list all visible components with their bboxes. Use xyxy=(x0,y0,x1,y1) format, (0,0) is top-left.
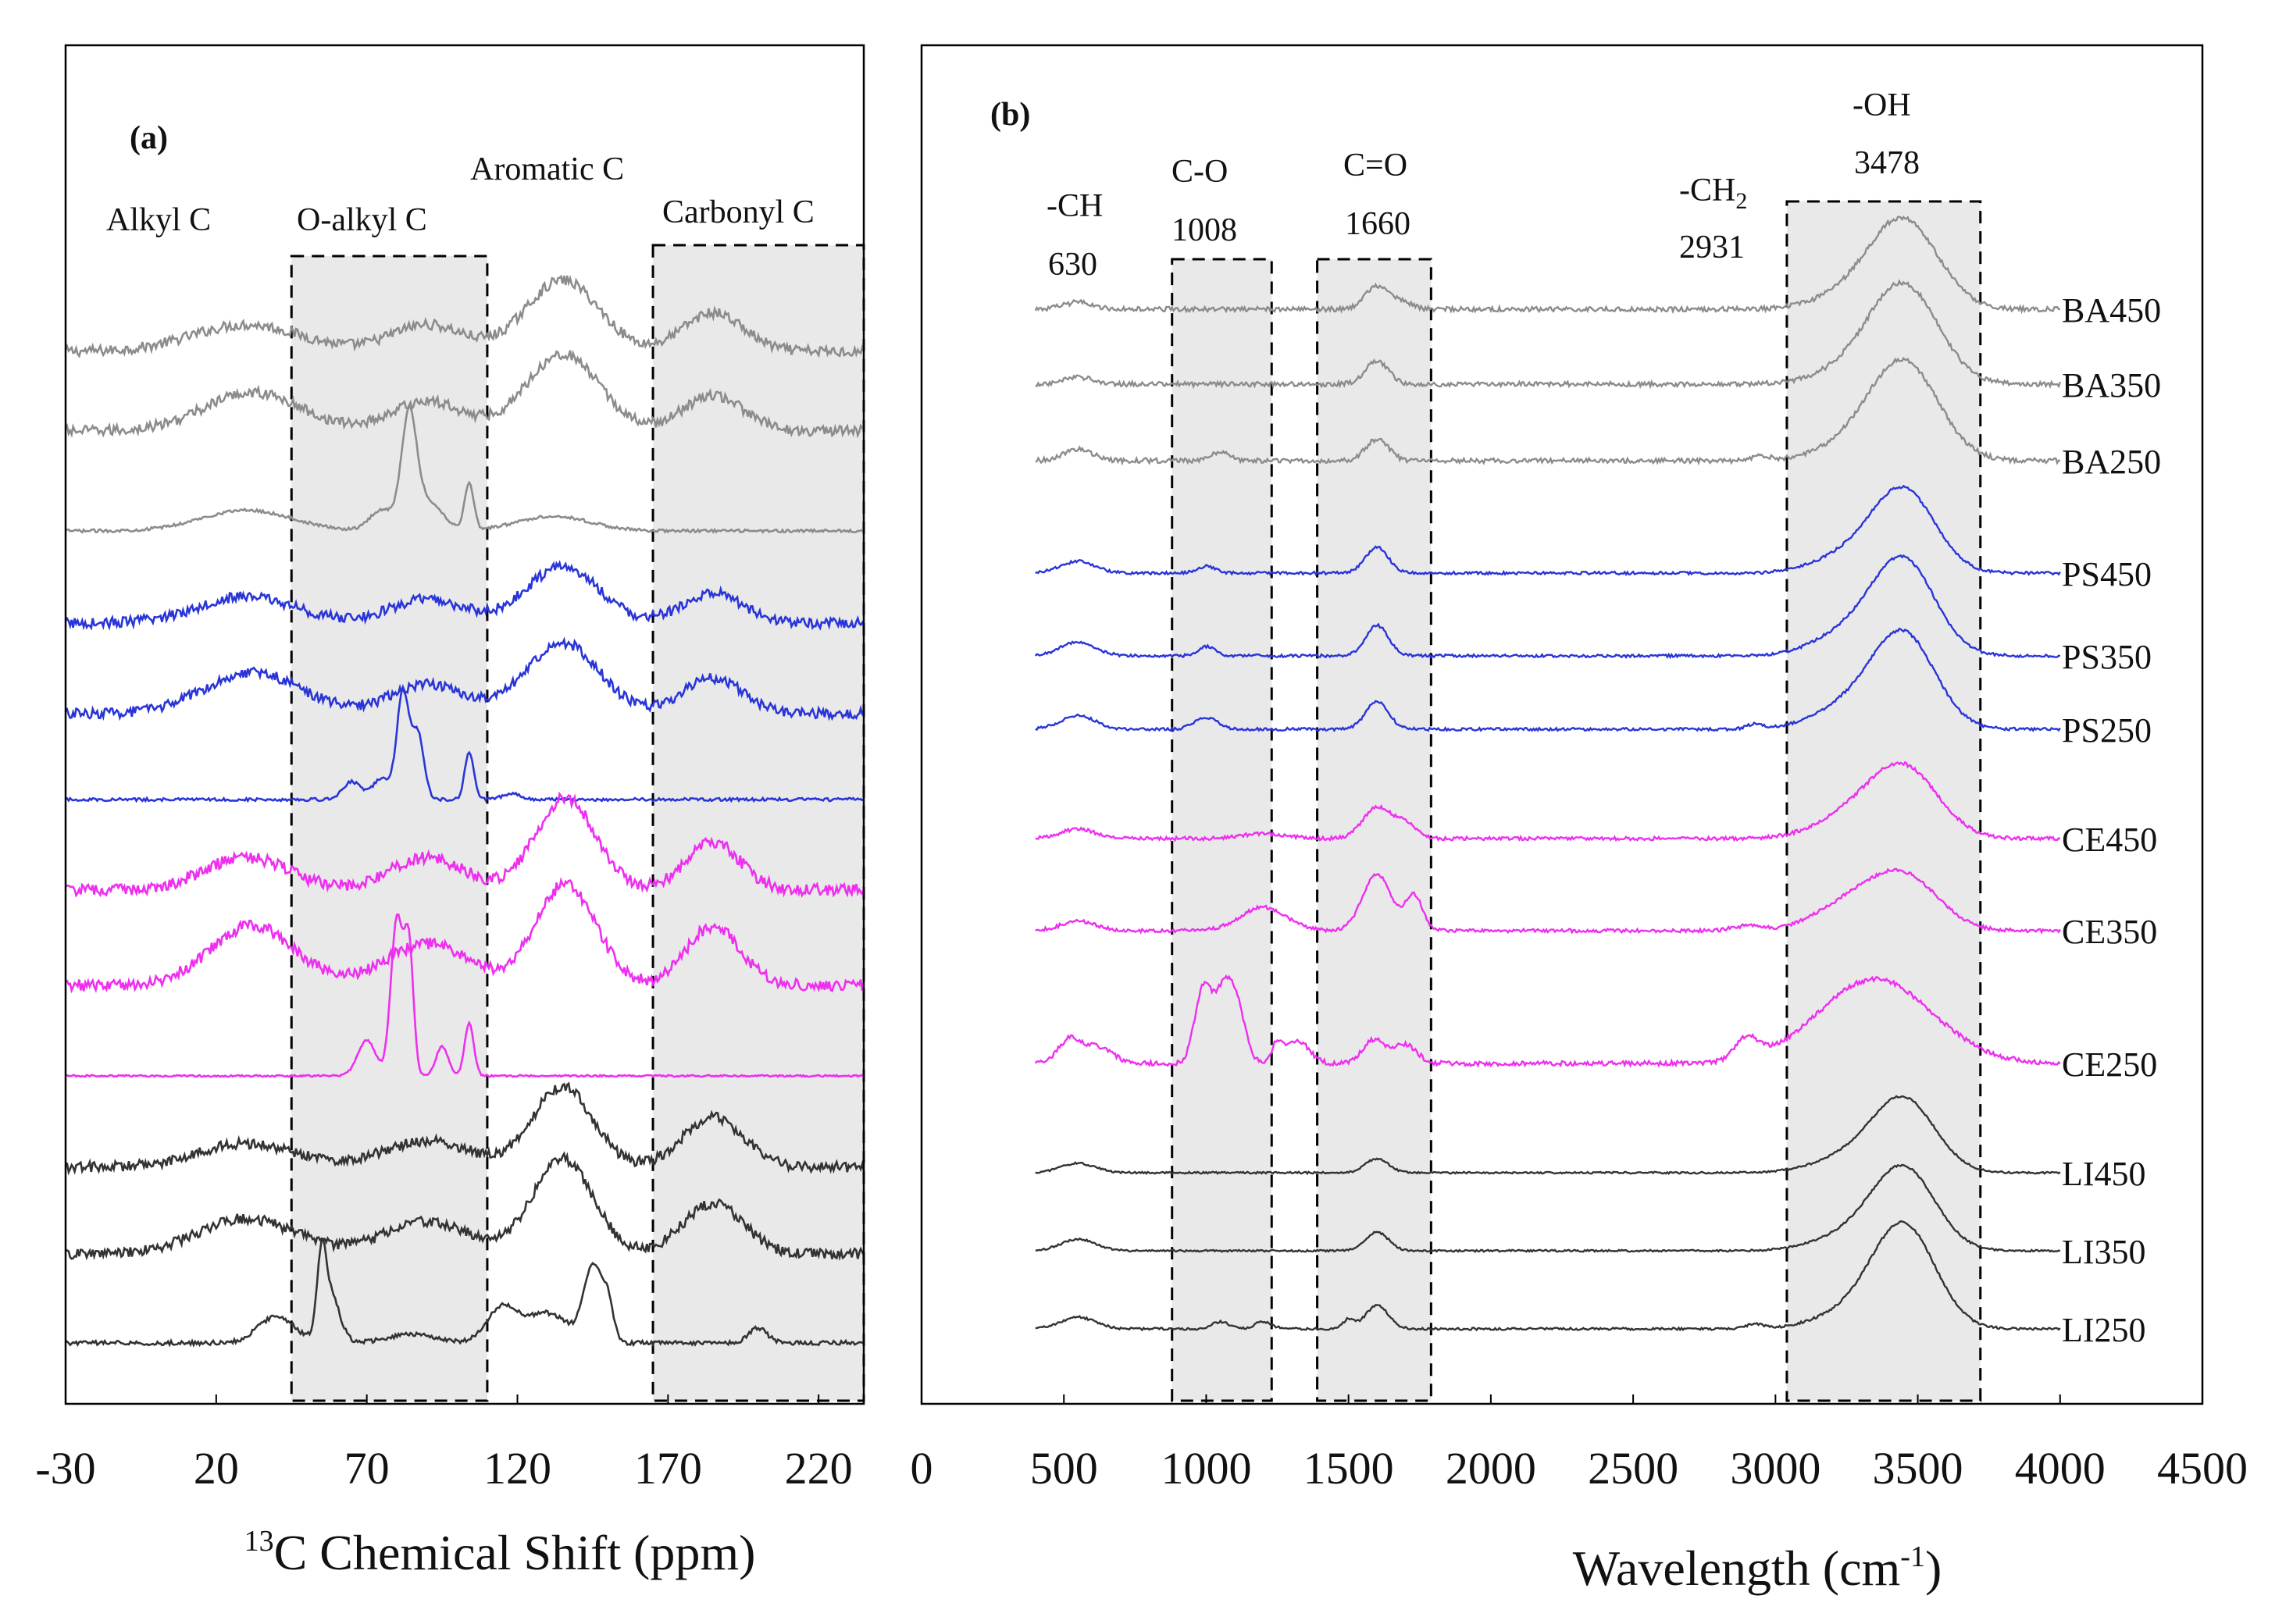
series-label-ba350: BA350 xyxy=(2062,366,2161,404)
region-label-aromatic: Aromatic C xyxy=(470,151,624,187)
a-tick-label-30: -30 xyxy=(35,1443,95,1494)
band-number-1660: 1660 xyxy=(1345,206,1410,242)
x-title-superscript-b: -1 xyxy=(1900,1540,1925,1573)
panel-a-x-ticks: -30 20 70 120 170 220 xyxy=(35,1394,853,1494)
a-tick-label-120: 120 xyxy=(483,1443,551,1494)
b-tick-label-500: 500 xyxy=(1030,1443,1098,1494)
ftir-line-ps450 xyxy=(1035,484,2061,577)
x-title-text-b: Wavelength (cm xyxy=(1573,1540,1901,1596)
series-label-ps350: PS350 xyxy=(2062,638,2152,676)
b-tick-label-2500: 2500 xyxy=(1588,1443,1678,1494)
nmr-line-ps250 xyxy=(65,684,865,803)
band-group-c-o: C-O xyxy=(1171,154,1228,190)
panel-b-label: (b) xyxy=(990,97,1030,133)
b-tick-label-2000: 2000 xyxy=(1446,1443,1536,1494)
nmr-line-li350 xyxy=(65,1151,865,1262)
ftir-line-ps250 xyxy=(1035,627,2061,732)
band-number-2931: 2931 xyxy=(1679,230,1745,265)
series-label-ce250: CE250 xyxy=(2062,1045,2157,1084)
ftir-line-ce450 xyxy=(1035,760,2061,842)
b-tick-label-4500: 4500 xyxy=(2157,1443,2248,1494)
panel-b-frame xyxy=(920,44,2204,1405)
panel-b-x-axis-title: Wavelength (cm-1) xyxy=(1573,1540,1942,1596)
series-label-li450: LI450 xyxy=(2062,1155,2146,1193)
nmr-line-ba350 xyxy=(64,349,865,439)
panel-b-x-ticks: 0 500 1000 1500 2000 2500 3000 3500 4000 4500 xyxy=(911,1394,2248,1494)
x-title-superscript: 13 xyxy=(244,1525,274,1558)
ftir-line-li350 xyxy=(1035,1163,2061,1253)
band-group-ch2: -CH2 xyxy=(1679,173,1747,214)
band-group-ch: -CH xyxy=(1047,188,1103,224)
band-number-3478: 3478 xyxy=(1854,145,1920,181)
nmr-line-ba450 xyxy=(64,274,865,358)
nmr-line-ps350 xyxy=(64,636,865,721)
nmr-line-li450 xyxy=(65,1081,865,1176)
series-label-ce350: CE350 xyxy=(2062,913,2157,951)
panel-a-x-axis-title: 13C Chemical Shift (ppm) xyxy=(244,1525,756,1580)
x-title-end-b: ) xyxy=(1925,1540,1942,1596)
panel-b-spectra xyxy=(1034,215,2061,1332)
b-tick-label-1000: 1000 xyxy=(1161,1443,1251,1494)
series-label-li350: LI350 xyxy=(2062,1233,2146,1271)
ftir-line-ba350 xyxy=(1035,279,2061,390)
panel-a-label: (a) xyxy=(130,120,168,156)
panel-a-frame xyxy=(64,44,865,1405)
panel-b-series-labels: BA450 BA350 BA250 PS450 PS350 PS250 CE450 CE350… xyxy=(2062,291,2161,1349)
nmr-line-ps450 xyxy=(64,560,865,631)
series-label-ps450: PS450 xyxy=(2062,555,2152,593)
nmr-line-ce450 xyxy=(65,791,865,898)
band-group-ch2-text: -CH xyxy=(1679,173,1735,208)
ftir-line-li450 xyxy=(1035,1095,2061,1176)
shade-carbonyl-c xyxy=(651,244,865,1402)
ftir-line-ba250 xyxy=(1035,356,2061,466)
region-label-o-alkyl: O-alkyl C xyxy=(297,202,427,238)
ftir-line-ps350 xyxy=(1034,554,2061,660)
panel-a-shaded-regions xyxy=(290,244,865,1402)
panel-a: (a) Alkyl C O-alkyl C Aromatic C Carbony… xyxy=(35,44,865,1580)
band-number-1008: 1008 xyxy=(1171,212,1237,248)
panel-b: (b) -CH 630 C-O 1008 C=O 1660 -CH2 2931 … xyxy=(911,44,2248,1596)
panel-a-spectra xyxy=(64,274,865,1348)
series-label-ps250: PS250 xyxy=(2062,711,2152,750)
b-tick-label-1500: 1500 xyxy=(1303,1443,1394,1494)
band-shade-oh-3478 xyxy=(1785,200,1982,1402)
ftir-line-li250 xyxy=(1035,1220,2061,1332)
shade-o-alkyl-c xyxy=(290,255,489,1402)
nmr-line-ce250 xyxy=(66,913,865,1078)
a-tick-label-70: 70 xyxy=(344,1443,390,1494)
ftir-line-ce250 xyxy=(1034,974,2061,1068)
nmr-line-ce350 xyxy=(65,877,865,994)
b-tick-label-4000: 4000 xyxy=(2015,1443,2106,1494)
region-label-carbonyl: Carbonyl C xyxy=(662,194,815,230)
b-tick-label-3000: 3000 xyxy=(1730,1443,1820,1494)
x-title-text: C Chemical Shift (ppm) xyxy=(274,1525,756,1580)
band-group-oh: -OH xyxy=(1853,87,1911,123)
region-label-alkyl: Alkyl C xyxy=(106,202,211,238)
series-label-ba450: BA450 xyxy=(2062,291,2161,329)
b-tick-label-3500: 3500 xyxy=(1873,1443,1963,1494)
nmr-line-li250 xyxy=(65,1238,865,1348)
band-shade-c-o-1660 xyxy=(1316,258,1432,1402)
band-shade-c-o-1008 xyxy=(1171,258,1273,1402)
nmr-line-ba250 xyxy=(65,405,865,534)
a-tick-label-220: 220 xyxy=(785,1443,853,1494)
a-tick-label-170: 170 xyxy=(634,1443,702,1494)
ftir-line-ba450 xyxy=(1034,215,2060,315)
a-tick-label-20: 20 xyxy=(194,1443,239,1494)
band-number-630: 630 xyxy=(1048,247,1097,283)
b-tick-label-0: 0 xyxy=(911,1443,933,1494)
ftir-line-ce350 xyxy=(1035,867,2061,935)
band-group-ch2-subscript: 2 xyxy=(1735,188,1747,214)
series-label-ba250: BA250 xyxy=(2062,443,2161,481)
panel-b-shaded-regions xyxy=(1171,200,1982,1402)
series-label-ce450: CE450 xyxy=(2062,821,2157,859)
series-label-li250: LI250 xyxy=(2062,1311,2146,1349)
band-group-c-double-o: C=O xyxy=(1343,148,1407,183)
